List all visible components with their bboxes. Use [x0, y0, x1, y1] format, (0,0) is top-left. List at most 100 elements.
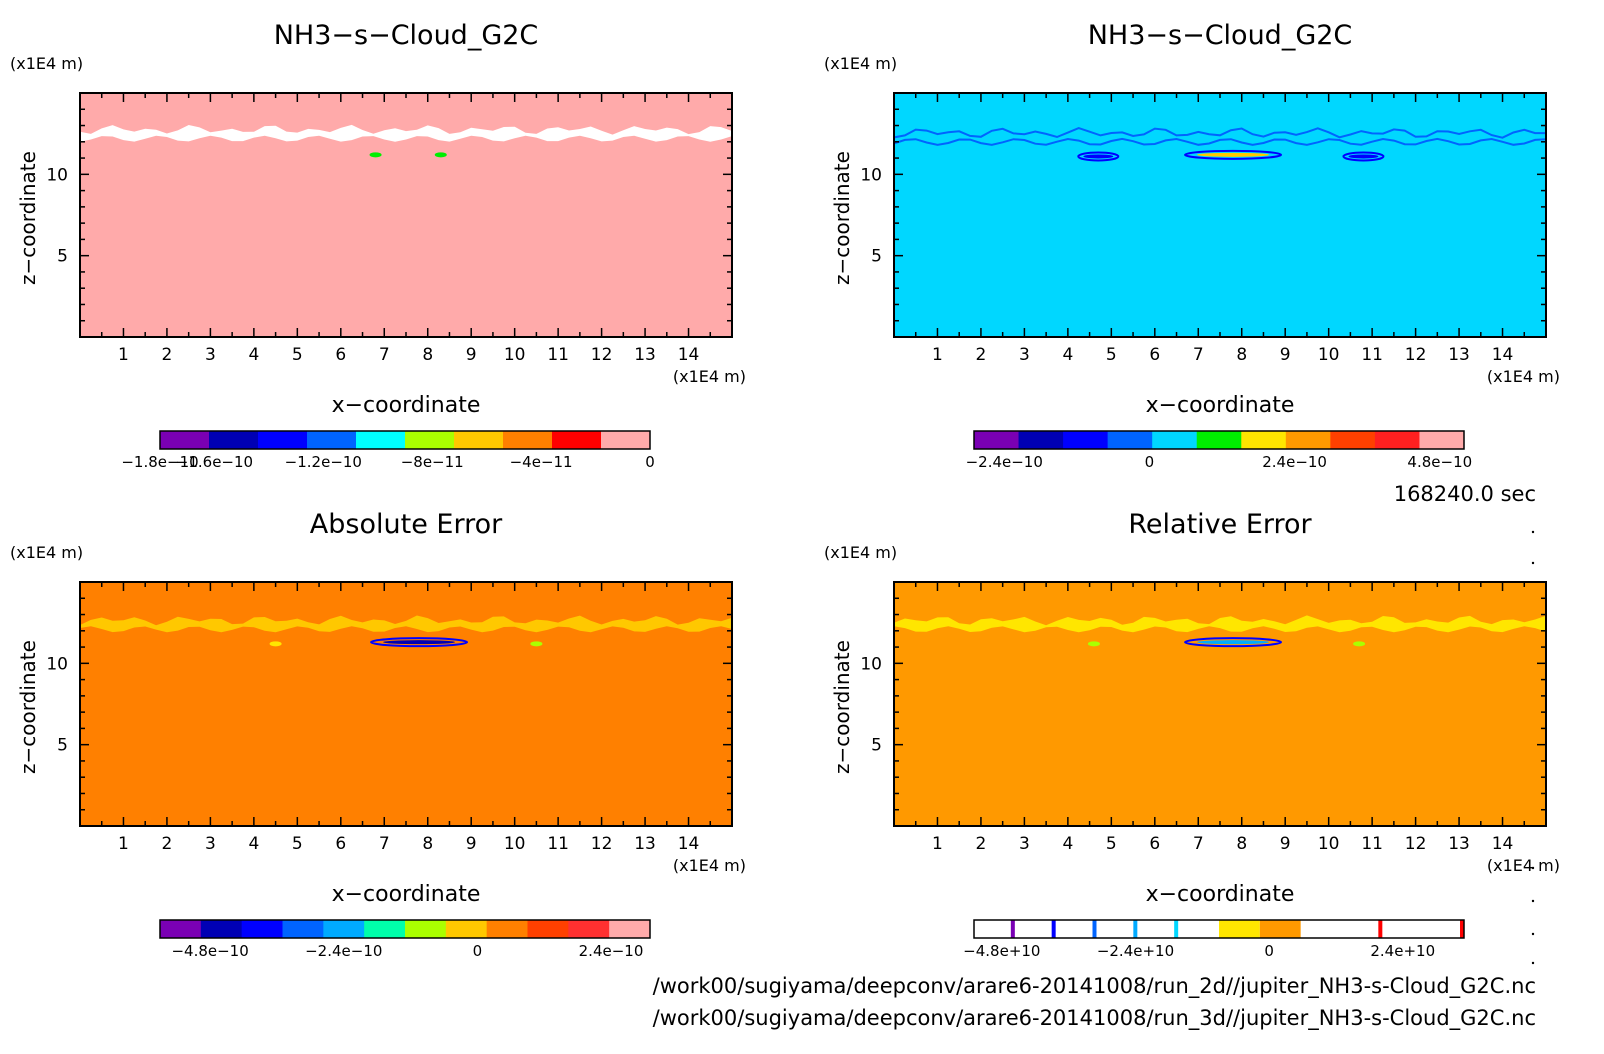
colorbar-label: 0 — [1264, 942, 1274, 960]
colorbar-label: −4.8e−10 — [171, 942, 248, 960]
x-tick-label: 7 — [379, 834, 390, 854]
contour-blob — [1077, 151, 1120, 162]
colorbar-segment — [486, 920, 528, 938]
x-tick-label: 13 — [634, 834, 656, 854]
x-tick-label: 6 — [1149, 834, 1160, 854]
x-tick-label: 6 — [335, 345, 346, 365]
colorbar-label: −2.4e+10 — [1097, 942, 1174, 960]
x-tick-label: 8 — [422, 834, 433, 854]
z-tick-label: 10 — [46, 165, 68, 185]
x-tick-label: 1 — [932, 834, 943, 854]
colorbar-segment — [1330, 431, 1376, 449]
colorbar-segment — [323, 920, 365, 938]
colorbar-segment — [568, 920, 610, 938]
z-tick-label: 5 — [57, 247, 68, 267]
colorbar-level — [1133, 920, 1138, 938]
x-tick-label: 10 — [504, 834, 526, 854]
z-unit-label: (x1E4 m) — [10, 543, 83, 562]
colorbar-label: −2.4e−10 — [966, 453, 1043, 471]
x-tick-label: 4 — [248, 345, 259, 365]
x-tick-label: 5 — [292, 345, 303, 365]
x-tick-label: 2 — [976, 834, 987, 854]
cloud-band — [80, 615, 732, 633]
x-tick-label: 14 — [678, 834, 700, 854]
x-tick-label: 13 — [634, 345, 656, 365]
colorbar-level — [1259, 920, 1301, 938]
contour-blob-core — [1197, 152, 1270, 157]
x-tick-label: 8 — [1236, 834, 1247, 854]
x-tick-label: 5 — [292, 834, 303, 854]
x-tick-label: 2 — [162, 345, 173, 365]
x-tick-label: 3 — [1019, 345, 1030, 365]
cloud-band — [894, 615, 1546, 633]
x-tick-label: 11 — [547, 345, 569, 365]
x-tick-label: 6 — [1149, 345, 1160, 365]
z-tick-label: 5 — [871, 736, 882, 756]
colorbar-segment — [160, 431, 210, 449]
colorbar-label: −1.8e−10 — [121, 453, 198, 471]
colorbar-label: −2.4e−10 — [305, 942, 382, 960]
colorbar-segment — [241, 920, 283, 938]
contour-spot — [369, 152, 382, 158]
z-tick-label: 10 — [860, 165, 882, 185]
colorbar-segment — [1107, 431, 1153, 449]
colorbar-level — [1010, 920, 1015, 938]
contour-blob — [1342, 151, 1385, 162]
colorbar-segment — [609, 920, 651, 938]
z-tick-label: 5 — [871, 247, 882, 267]
x-unit-label: (x1E4 m) — [673, 367, 746, 386]
chart-panel-2: NH3−s−Cloud_G2C(x1E4 m)1 2 3 4 5 6 7 8 9 10 11 12 13… — [824, 20, 1560, 471]
contour-spot — [269, 641, 282, 647]
file-path-1: /work00/sugiyama/deepconv/arare6-2014100… — [653, 974, 1536, 999]
x-tick-label: 10 — [504, 345, 526, 365]
chart-panel-3: Absolute Error(x1E4 m)1 2 3 4 5 6 7 8 9 10 11 12 13 1… — [10, 509, 746, 960]
x-tick-label: 11 — [1361, 345, 1383, 365]
x-unit-label: (x1E4 m) — [1487, 367, 1560, 386]
contour-blob-core — [1083, 154, 1114, 159]
colorbar-segment — [405, 431, 455, 449]
x-tick-label: 2 — [162, 834, 173, 854]
x-tick-label: 13 — [1448, 345, 1470, 365]
z-unit-label: (x1E4 m) — [824, 54, 897, 73]
colorbar-segment — [454, 431, 504, 449]
colorbar-segment — [445, 920, 488, 938]
colorbar-segment — [503, 431, 553, 449]
colorbar-label: −4e−11 — [510, 453, 573, 471]
colorbar: −4.8e−10 −2.4e−10 0 2.4e−10 — [159, 919, 651, 960]
x-tick-label: 14 — [1492, 345, 1514, 365]
x-unit-label: (x1E4 m) — [1487, 856, 1560, 875]
colorbar-frame — [973, 919, 1465, 939]
colorbar-segment — [405, 920, 447, 938]
x-tick-label: 9 — [466, 345, 477, 365]
z-tick-label: 10 — [860, 654, 882, 674]
colorbar-segment — [282, 920, 324, 938]
colorbar-segment — [1018, 431, 1064, 449]
x-tick-label: 13 — [1448, 834, 1470, 854]
colorbar-level — [1219, 920, 1260, 938]
colorbar-segment — [364, 920, 406, 938]
colorbar-segment — [1063, 431, 1109, 449]
z-tick-label: 5 — [57, 736, 68, 756]
colorbar-label: 0 — [645, 453, 655, 471]
chart-title: Absolute Error — [310, 509, 503, 540]
x-tick-label: 7 — [379, 345, 390, 365]
x-tick-label: 9 — [1280, 834, 1291, 854]
z-tick-label: 10 — [46, 654, 68, 674]
x-tick-label: 14 — [1492, 834, 1514, 854]
colorbar-segment — [160, 920, 202, 938]
contour-blob — [1184, 149, 1283, 160]
colorbar-label: 2.4e+10 — [1370, 942, 1435, 960]
contour-spot — [1087, 641, 1100, 647]
colorbar-segment — [356, 431, 406, 449]
contour-spot — [1353, 641, 1366, 647]
colorbar-segment — [1419, 431, 1465, 449]
colorbar: −2.4e−10 0 2.4e−10 4.8e−10 — [966, 430, 1472, 471]
x-tick-label: 1 — [118, 834, 129, 854]
colorbar-segment — [307, 431, 357, 449]
z-axis-label: z−coordinate — [16, 640, 40, 774]
margin-dots — [1531, 530, 1535, 965]
colorbar-label: −1.6e−10 — [176, 453, 253, 471]
z-axis-label: z−coordinate — [830, 640, 854, 774]
x-tick-label: 5 — [1106, 834, 1117, 854]
colorbar-segment — [1241, 431, 1287, 449]
